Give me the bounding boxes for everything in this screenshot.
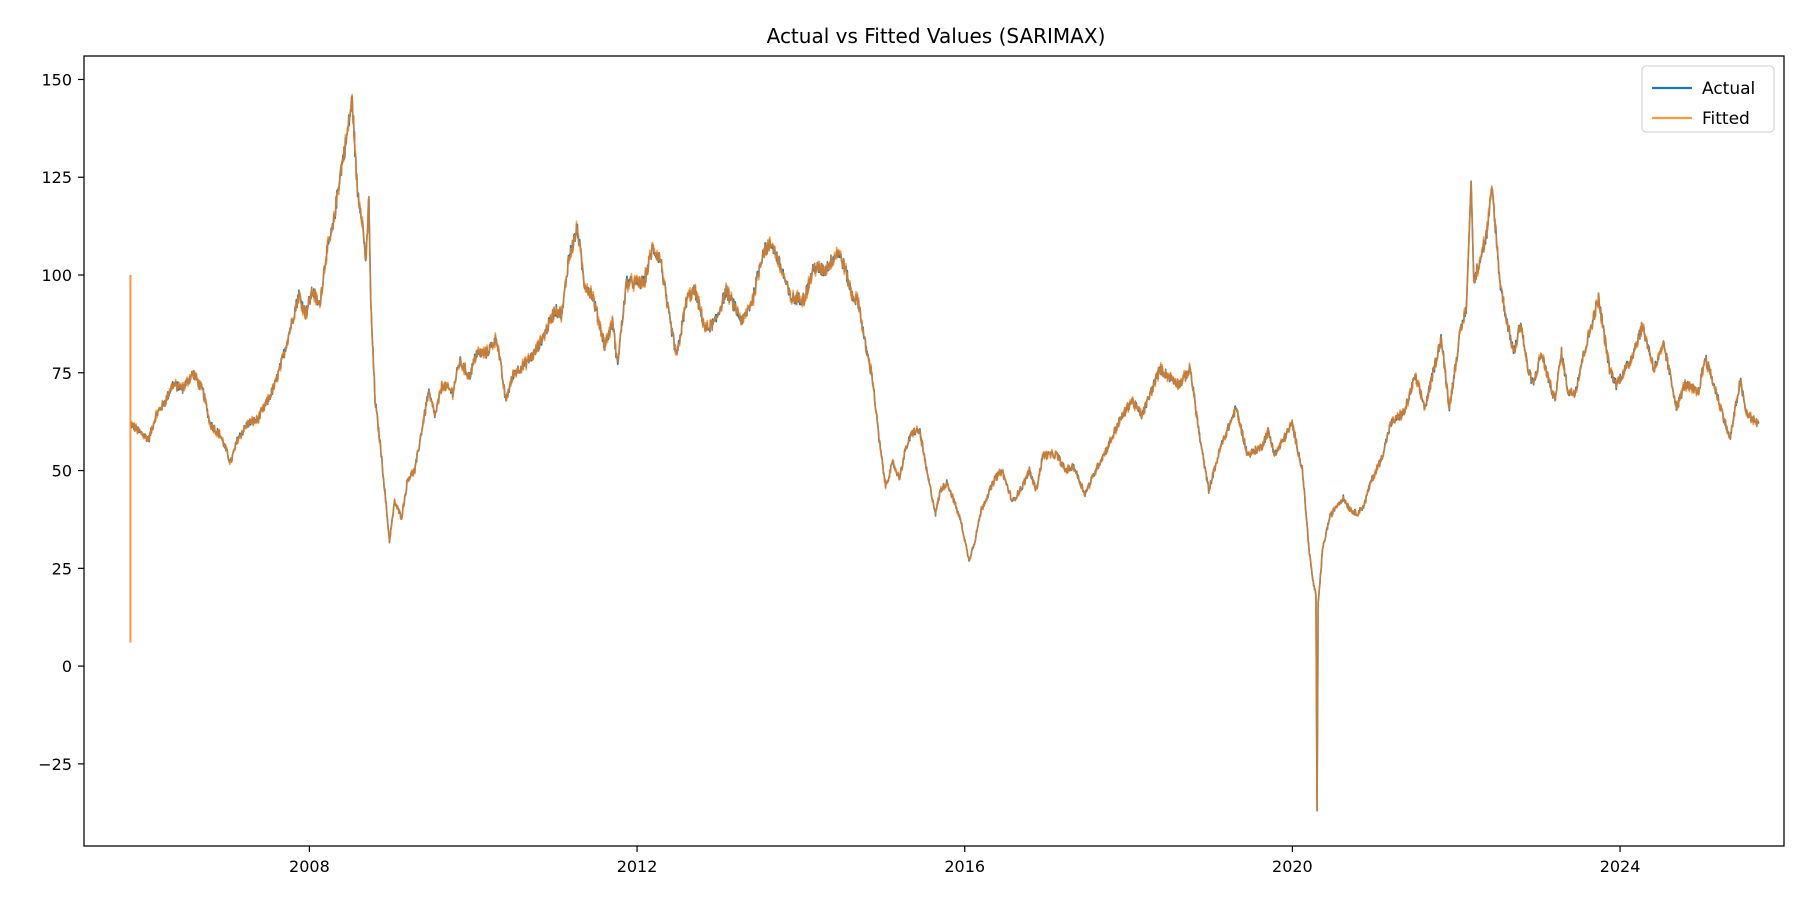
x-tick-label: 2008: [289, 857, 330, 876]
y-tick-label: 75: [52, 364, 72, 383]
y-tick-label: 0: [62, 657, 72, 676]
y-tick-label: 50: [52, 462, 72, 481]
y-tick-label: 125: [41, 168, 72, 187]
legend-box: [1641, 65, 1775, 133]
y-tick-label: 25: [52, 559, 72, 578]
x-tick-label: 2012: [617, 857, 658, 876]
x-tick-label: 2024: [1600, 857, 1641, 876]
plot-area-frame: [83, 55, 1785, 847]
x-tick-label: 2020: [1272, 857, 1313, 876]
legend-label-actual: Actual: [1702, 79, 1755, 99]
y-tick-label: 150: [41, 70, 72, 89]
y-tick-label: 100: [41, 266, 72, 285]
axes-layer: 2008 2012 2016 2020 2024 150 125 100 75 50 25 0 −25: [38, 70, 1640, 876]
y-tick-label: −25: [38, 755, 72, 774]
series-line-fitted: [129, 93, 1760, 812]
series-layer: [129, 93, 1760, 812]
legend: Actual Fitted: [1641, 65, 1775, 133]
x-tick-label: 2016: [944, 857, 985, 876]
chart-title: Actual vs Fitted Values (SARIMAX): [767, 24, 1106, 48]
legend-label-fitted: Fitted: [1702, 109, 1750, 129]
